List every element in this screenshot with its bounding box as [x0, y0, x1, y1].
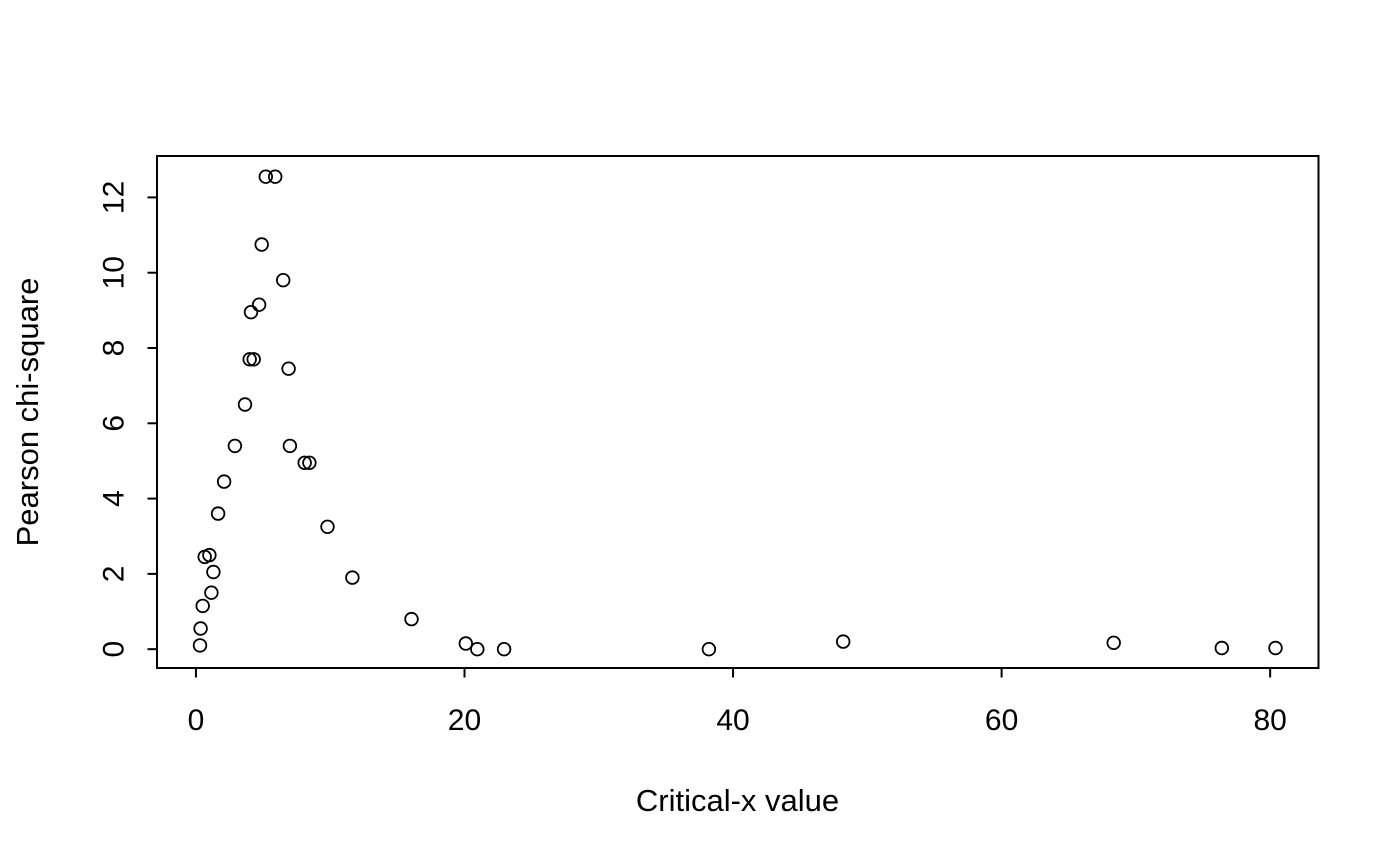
x-axis-ticks: 0 20 40 60 80 — [188, 668, 1287, 737]
x-tick-label: 40 — [716, 704, 749, 737]
plot-area-border — [156, 155, 1320, 669]
data-point — [227, 438, 243, 454]
x-tick-label: 20 — [448, 704, 481, 737]
data-point — [197, 549, 212, 565]
data-point — [242, 352, 257, 367]
data-point — [254, 237, 269, 252]
data-point — [193, 621, 208, 636]
data-point — [237, 397, 253, 412]
data-point — [216, 474, 232, 489]
x-tick-label: 0 — [188, 704, 205, 737]
y-axis-title: Pearson chi-square — [10, 278, 45, 547]
data-point — [246, 352, 261, 367]
y-tick-label: 2 — [98, 566, 131, 583]
data-point — [470, 642, 485, 657]
x-tick-label: 80 — [1253, 704, 1286, 737]
data-point — [302, 455, 317, 471]
data-point — [1106, 635, 1121, 651]
data-point — [320, 519, 335, 535]
data-point — [1214, 640, 1230, 656]
x-tick-label: 60 — [985, 704, 1018, 737]
data-point — [404, 611, 419, 627]
data-point — [701, 642, 717, 657]
data-point — [281, 361, 296, 376]
y-tick-label: 12 — [98, 181, 131, 214]
y-tick-label: 8 — [98, 340, 131, 357]
data-point — [204, 585, 219, 600]
data-point — [258, 169, 274, 184]
data-point — [192, 638, 208, 653]
data-point — [282, 438, 298, 454]
x-axis-title: Critical-x value — [636, 783, 839, 818]
data-point — [345, 570, 360, 585]
data-point — [836, 634, 851, 649]
data-point — [206, 564, 221, 580]
data-point — [243, 305, 259, 320]
data-point — [268, 169, 283, 184]
data-point — [458, 636, 474, 651]
data-point — [297, 455, 312, 471]
y-tick-label: 0 — [98, 641, 131, 658]
data-points — [192, 169, 1283, 657]
data-point — [276, 273, 291, 288]
data-point — [496, 642, 512, 657]
data-point — [251, 297, 267, 312]
data-point — [1268, 640, 1283, 656]
y-tick-label: 6 — [98, 415, 131, 432]
y-axis-ticks: 0 2 4 6 8 10 12 — [98, 181, 157, 658]
data-point — [195, 598, 210, 614]
y-tick-label: 4 — [98, 490, 131, 507]
data-point — [210, 506, 226, 521]
y-tick-label: 10 — [98, 256, 131, 289]
